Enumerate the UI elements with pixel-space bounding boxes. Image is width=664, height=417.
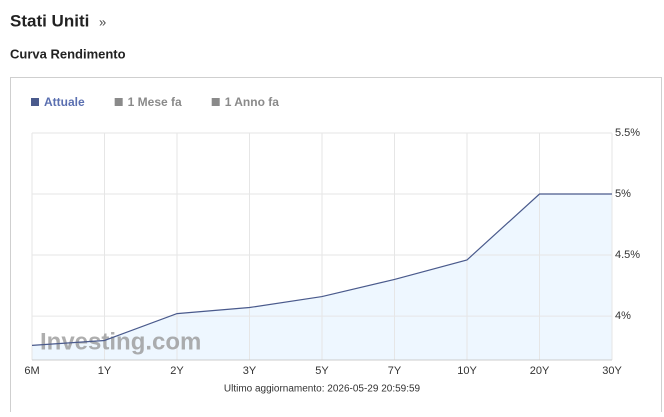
x-tick-label: 7Y: [388, 365, 402, 377]
x-tick-label: 20Y: [530, 365, 550, 377]
x-tick-label: 1Y: [98, 365, 112, 377]
x-tick-label: 10Y: [457, 365, 477, 377]
legend-swatch: [211, 98, 220, 106]
legend-swatch: [31, 98, 39, 106]
title-link[interactable]: »: [99, 14, 106, 29]
x-tick-label: 30Y: [602, 365, 622, 377]
y-tick-label: 5.5%: [615, 127, 640, 139]
y-tick-label: 5%: [615, 188, 631, 200]
subtitle: Curva Rendimento: [10, 46, 126, 61]
watermark: Investing.com: [40, 328, 201, 355]
footer: Ultimo aggiornamento: 2026-05-29 20:59:5…: [224, 384, 421, 395]
title: Stati Uniti: [10, 11, 89, 30]
legend-swatch: [114, 98, 123, 106]
legend-label[interactable]: 1 Mese fa: [128, 95, 182, 109]
y-tick-label: 4.5%: [615, 249, 640, 261]
y-tick-label: 4%: [615, 310, 631, 322]
legend-label[interactable]: 1 Anno fa: [225, 95, 280, 109]
x-tick-label: 2Y: [170, 365, 184, 377]
legend-label[interactable]: Attuale: [44, 95, 85, 109]
x-tick-label: 3Y: [243, 365, 257, 377]
x-tick-label: 5Y: [315, 365, 329, 377]
x-tick-label: 6M: [24, 365, 39, 377]
line: [31, 193, 612, 346]
